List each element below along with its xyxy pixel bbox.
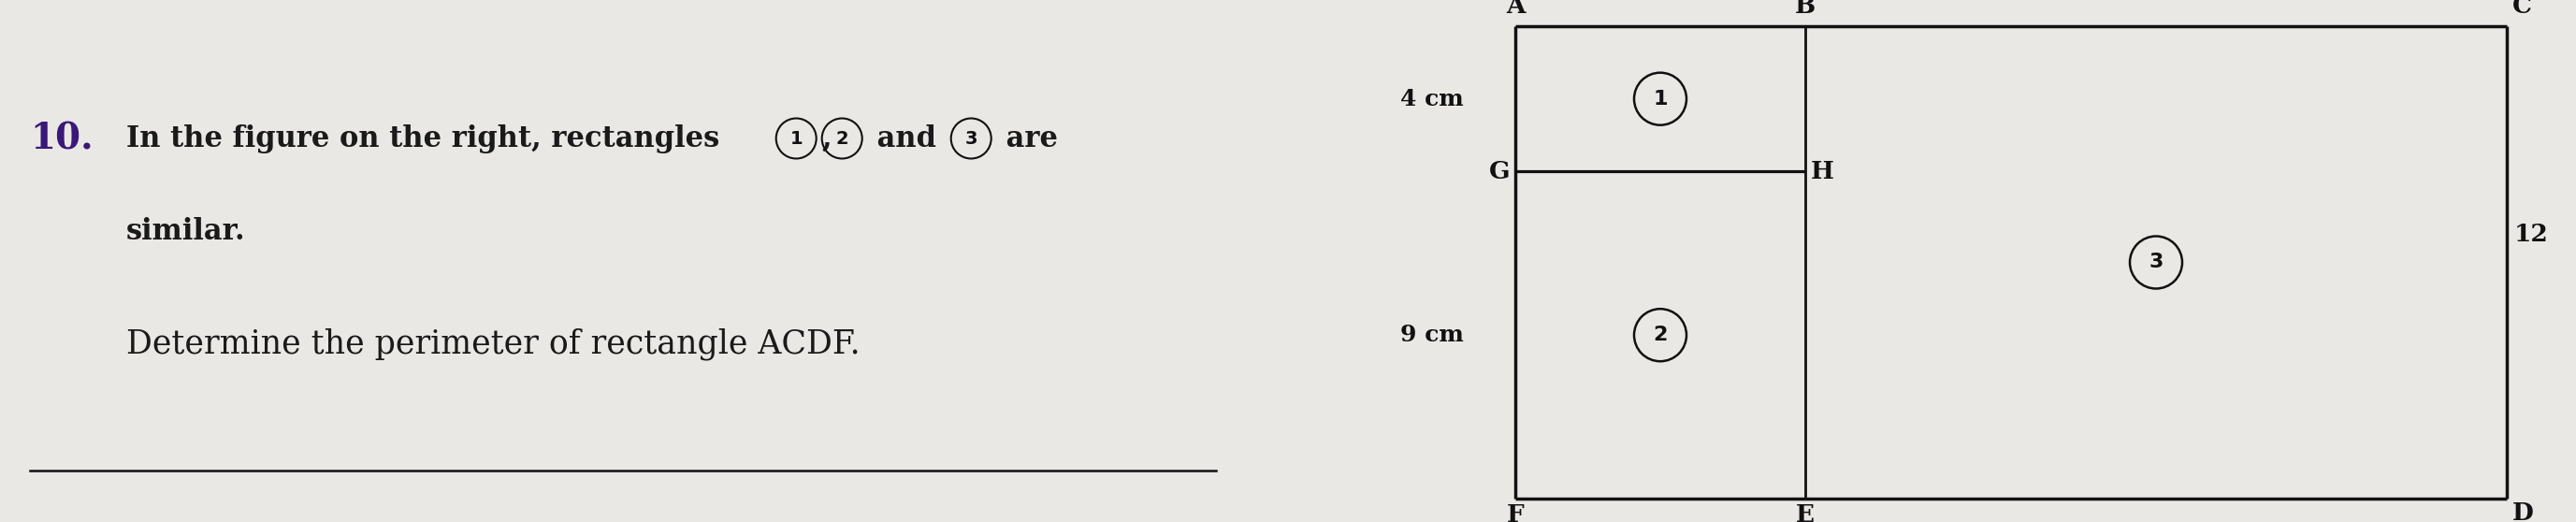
Text: and: and: [868, 124, 945, 153]
Text: H: H: [1811, 160, 1834, 183]
Text: 2: 2: [835, 129, 848, 147]
Text: A: A: [1507, 0, 1525, 18]
Text: D: D: [2512, 501, 2532, 522]
Text: 3: 3: [2148, 253, 2164, 272]
Text: G: G: [1489, 160, 1510, 183]
Text: 2: 2: [1654, 326, 1667, 345]
Text: ,: ,: [822, 124, 832, 153]
Text: 3: 3: [966, 129, 976, 147]
Text: Determine the perimeter of rectangle ACDF.: Determine the perimeter of rectangle ACD…: [126, 328, 860, 360]
Text: 10.: 10.: [31, 121, 93, 156]
Text: In the figure on the right, rectangles: In the figure on the right, rectangles: [126, 124, 729, 153]
Text: F: F: [1507, 504, 1525, 522]
Text: are: are: [997, 124, 1059, 153]
Text: C: C: [2512, 0, 2532, 18]
Text: 4 cm: 4 cm: [1401, 88, 1463, 110]
Text: B: B: [1795, 0, 1816, 18]
Text: 9 cm: 9 cm: [1401, 324, 1463, 346]
Text: E: E: [1795, 504, 1814, 522]
Text: 1: 1: [1654, 89, 1667, 108]
Text: 1: 1: [791, 129, 804, 147]
Text: similar.: similar.: [126, 218, 245, 246]
Text: 12: 12: [2514, 223, 2548, 246]
